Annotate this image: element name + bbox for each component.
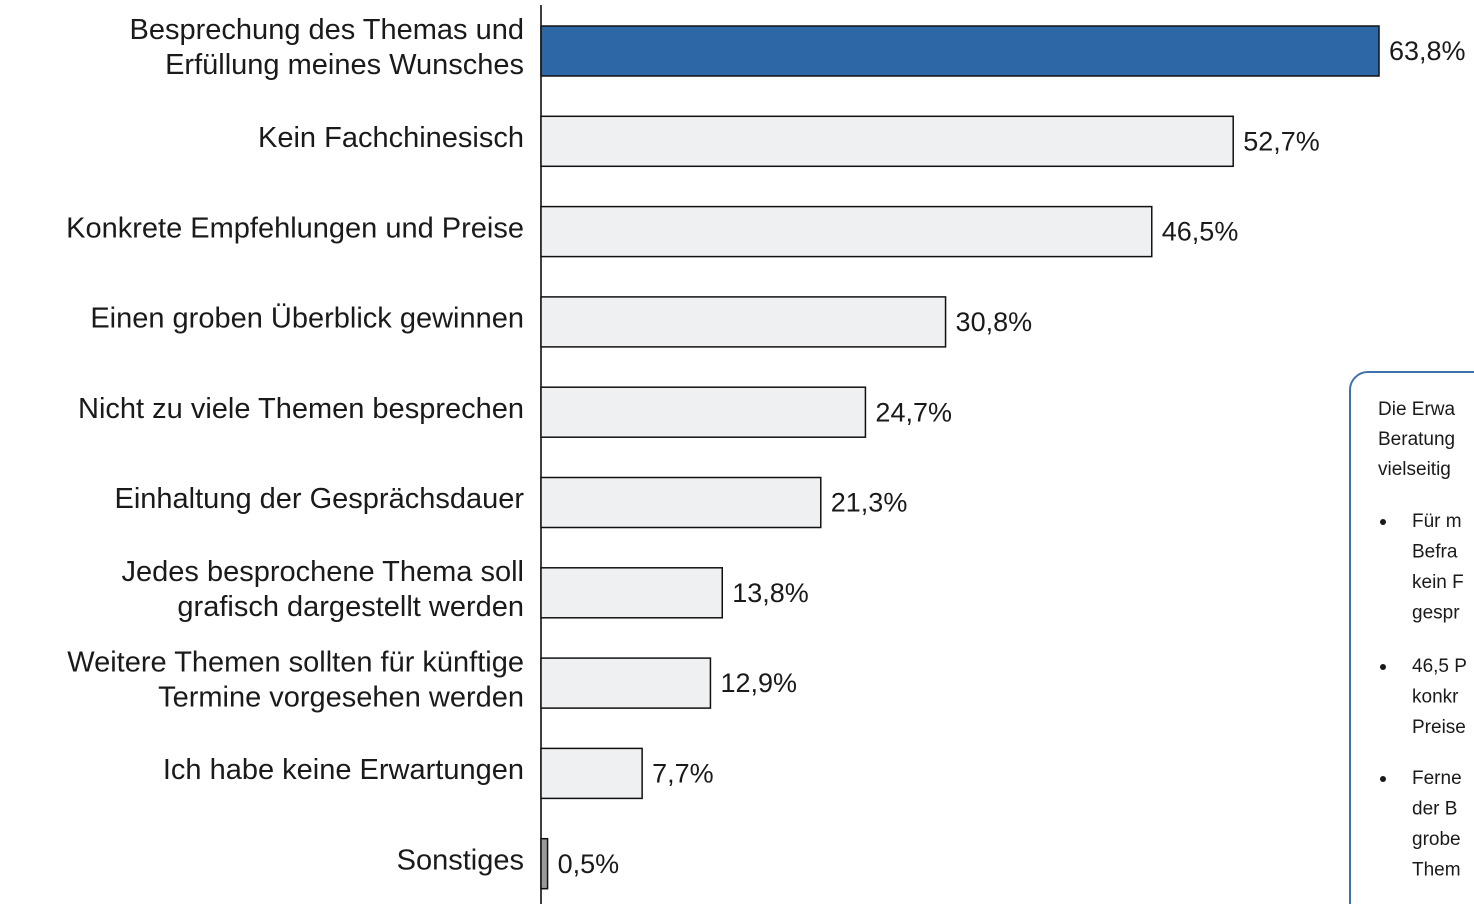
bar xyxy=(540,296,947,348)
note-text: gespr xyxy=(1412,603,1460,624)
category-label: Einen groben Überblick gewinnen xyxy=(90,303,524,335)
bar xyxy=(540,837,549,890)
category-label: Weitere Themen sollten für künftige xyxy=(67,646,524,678)
bar xyxy=(540,386,867,438)
bullet xyxy=(1380,776,1386,782)
bar xyxy=(540,205,1153,258)
note-text: Ferne xyxy=(1412,768,1462,789)
value-label: 12,9% xyxy=(720,668,797,698)
value-label: 21,3% xyxy=(831,488,908,518)
value-label: 0,5% xyxy=(558,849,620,879)
bar xyxy=(540,657,712,709)
bar xyxy=(540,476,822,529)
note-text: Befra xyxy=(1412,542,1458,563)
category-label: Erfüllung meines Wunsches xyxy=(165,49,524,81)
category-label: Einhaltung der Gesprächsdauer xyxy=(115,483,525,515)
category-label: Kein Fachchinesisch xyxy=(258,122,524,154)
value-label: 24,7% xyxy=(875,397,952,427)
category-label: Ich habe keine Erwartungen xyxy=(163,754,524,786)
value-label: 63,8% xyxy=(1389,36,1466,66)
note-text: Them xyxy=(1412,860,1461,881)
value-label: 46,5% xyxy=(1162,217,1239,247)
note-text: kein F xyxy=(1412,572,1464,593)
category-label: Termine vorgesehen werden xyxy=(158,681,524,713)
value-label: 52,7% xyxy=(1243,126,1320,156)
note-text: 46,5 P xyxy=(1412,656,1467,677)
category-label: Sonstiges xyxy=(397,844,524,876)
note-box xyxy=(1349,371,1474,904)
category-label: Jedes besprochene Thema soll xyxy=(122,556,525,588)
note-text: Die Erwa xyxy=(1378,399,1456,420)
category-label: Nicht zu viele Themen besprechen xyxy=(78,393,524,425)
category-label: Konkrete Empfehlungen und Preise xyxy=(66,212,524,244)
note-text: konkr xyxy=(1412,687,1459,708)
bar xyxy=(540,747,643,800)
note-text: grobe xyxy=(1412,829,1461,850)
value-label: 13,8% xyxy=(732,578,809,608)
note-text: Beratung xyxy=(1378,429,1455,450)
value-label: 30,8% xyxy=(956,307,1033,337)
category-label: grafisch dargestellt werden xyxy=(177,591,524,623)
bar xyxy=(540,115,1234,168)
note-text: vielseitig xyxy=(1378,459,1451,480)
value-label: 7,7% xyxy=(652,759,714,789)
bullet xyxy=(1380,664,1386,670)
bar xyxy=(540,567,724,619)
note-text: Preise xyxy=(1412,717,1466,738)
bullet xyxy=(1380,519,1386,525)
category-label: Besprechung des Themas und xyxy=(130,14,524,46)
note-text: Für m xyxy=(1412,511,1462,532)
bar xyxy=(540,25,1380,77)
note-text: der B xyxy=(1412,799,1457,820)
